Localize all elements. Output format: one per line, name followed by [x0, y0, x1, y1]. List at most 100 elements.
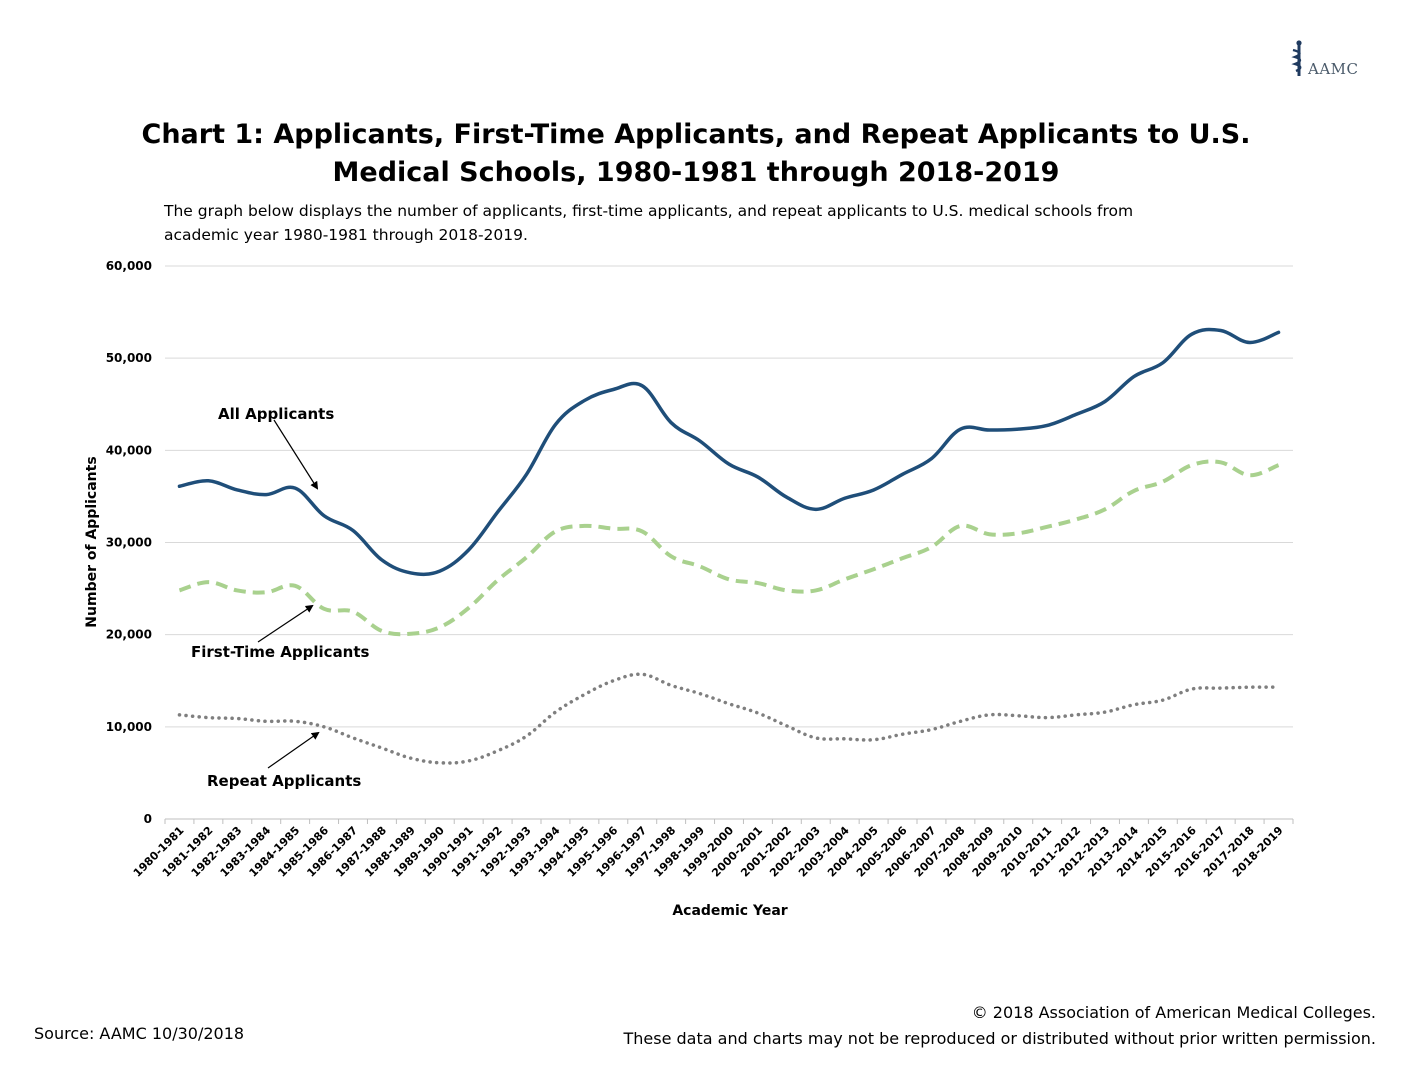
data-point — [439, 627, 440, 628]
data-point — [526, 557, 527, 558]
data-point — [613, 528, 614, 529]
data-point — [1047, 425, 1048, 426]
data-point — [1278, 332, 1279, 333]
data-point — [1162, 362, 1163, 363]
data-point — [1133, 704, 1134, 705]
y-axis-ticks: 0 10,000 20,000 30,000 40,000 50,000 60,000 — [106, 259, 152, 826]
permission-line: These data and charts may not be reprodu… — [623, 1029, 1377, 1048]
data-point — [642, 385, 643, 386]
caduceus-icon — [1291, 40, 1302, 76]
data-point — [729, 703, 730, 704]
data-point — [526, 474, 527, 475]
data-point — [381, 748, 382, 749]
data-point — [1162, 481, 1163, 482]
data-point — [1076, 714, 1077, 715]
data-point — [873, 569, 874, 570]
x-axis-title: Academic Year — [672, 903, 787, 919]
logo-text: AAMC — [1308, 60, 1359, 78]
data-point — [208, 480, 209, 481]
data-point — [844, 738, 845, 739]
annotation-arrow-first-time-applicants — [257, 604, 314, 643]
data-point — [786, 725, 787, 726]
data-point — [1133, 490, 1134, 491]
data-point — [324, 515, 325, 516]
data-point — [1249, 687, 1250, 688]
annotation-all-applicants: All Applicants — [218, 405, 334, 423]
data-point — [179, 714, 180, 715]
data-point — [786, 590, 787, 591]
data-point — [237, 489, 238, 490]
data-point — [1047, 717, 1048, 718]
data-point — [555, 531, 556, 532]
data-point — [295, 585, 296, 586]
data-point — [1162, 700, 1163, 701]
data-point — [497, 580, 498, 581]
data-point — [1076, 519, 1077, 520]
data-point — [468, 760, 469, 761]
data-point — [1018, 533, 1019, 534]
annotation-arrow-repeat-applicants — [267, 731, 320, 769]
data-point — [1249, 342, 1250, 343]
data-point — [237, 718, 238, 719]
data-point — [613, 680, 614, 681]
data-point — [295, 721, 296, 722]
data-point — [1191, 689, 1192, 690]
data-point — [873, 489, 874, 490]
data-point — [468, 607, 469, 608]
data-point — [324, 726, 325, 727]
data-point — [729, 464, 730, 465]
data-point — [1105, 509, 1106, 510]
data-point — [555, 712, 556, 713]
data-point — [237, 590, 238, 591]
data-point — [381, 560, 382, 561]
data-point — [439, 571, 440, 572]
data-point — [1278, 465, 1279, 466]
aamc-logo: AAMC — [1290, 40, 1380, 80]
data-point — [642, 531, 643, 532]
data-point — [410, 758, 411, 759]
data-point — [1047, 526, 1048, 527]
data-point — [1220, 688, 1221, 689]
annotation-repeat-applicants: Repeat Applicants — [207, 772, 361, 790]
data-point — [902, 558, 903, 559]
data-point — [1105, 401, 1106, 402]
data-point — [410, 633, 411, 634]
x-axis-ticks: 1980-19811981-19821982-19831983-19841984… — [131, 819, 1294, 880]
data-point — [989, 534, 990, 535]
data-point — [497, 512, 498, 513]
data-point — [1278, 687, 1279, 688]
data-point — [1076, 414, 1077, 415]
data-point — [468, 549, 469, 550]
data-point — [1249, 475, 1250, 476]
data-point — [931, 458, 932, 459]
chart-title-line-1: Chart 1: Applicants, First-Time Applican… — [141, 119, 1251, 150]
data-point — [1018, 429, 1019, 430]
data-point — [1220, 330, 1221, 331]
data-point — [960, 525, 961, 526]
series-lines — [177, 327, 1281, 765]
y-tick-label: 50,000 — [106, 351, 152, 365]
data-point — [1220, 462, 1221, 463]
y-tick-label: 10,000 — [106, 720, 152, 734]
data-point — [584, 694, 585, 695]
subtitle-line-1: The graph below displays the number of a… — [164, 202, 1134, 220]
data-point — [266, 721, 267, 722]
series-line-all-applicants — [177, 327, 1281, 577]
y-tick-label: 0 — [144, 812, 152, 826]
data-point — [208, 582, 209, 583]
data-point — [815, 509, 816, 510]
data-point — [208, 717, 209, 718]
copyright-notice: © 2018 Association of American Medical C… — [624, 1000, 1377, 1052]
series-line-repeat-applicants — [177, 672, 1281, 765]
data-point — [497, 750, 498, 751]
data-point — [179, 486, 180, 487]
y-tick-label: 20,000 — [106, 628, 152, 642]
data-point — [931, 729, 932, 730]
data-point — [353, 611, 354, 612]
chart-title-line-2: Medical Schools, 1980-1981 through 2018-… — [332, 157, 1060, 188]
data-point — [555, 424, 556, 425]
data-point — [584, 525, 585, 526]
source-note: Source: AAMC 10/30/2018 — [34, 1024, 245, 1043]
data-point — [353, 737, 354, 738]
